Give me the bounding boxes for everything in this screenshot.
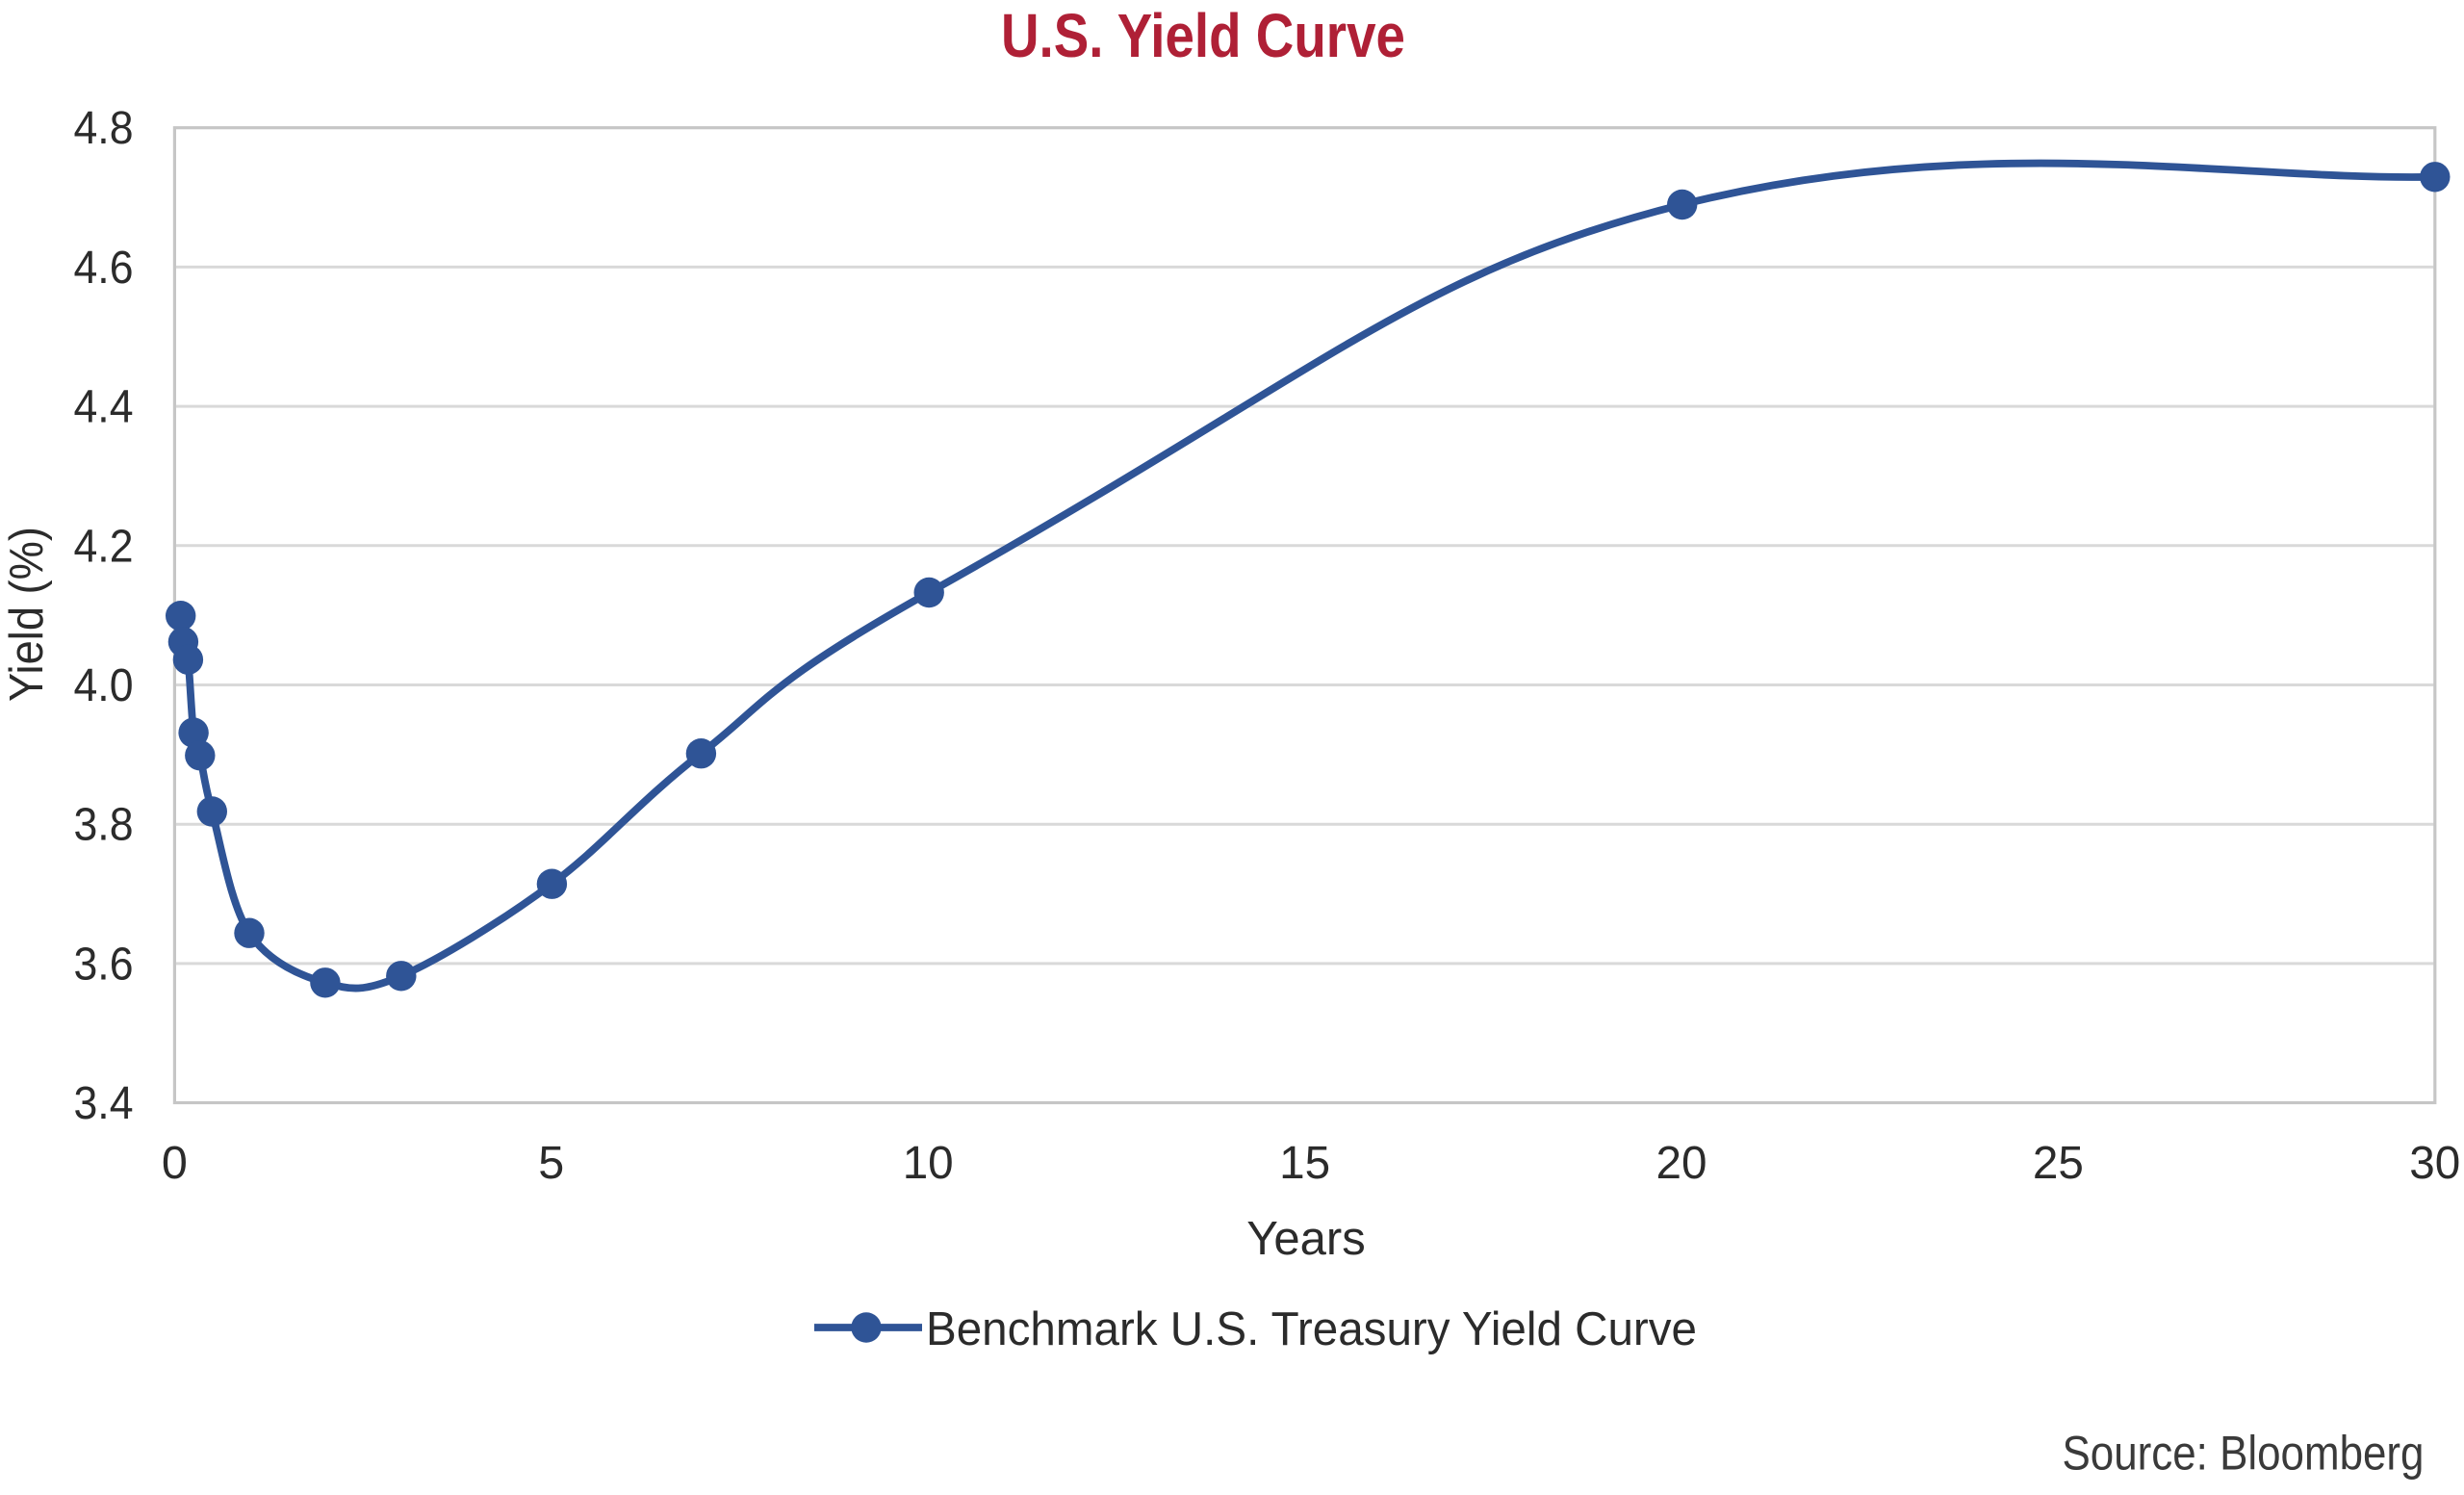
- svg-text:5: 5: [538, 1137, 564, 1189]
- svg-text:Years: Years: [1246, 1213, 1366, 1265]
- svg-text:4.6: 4.6: [74, 242, 134, 294]
- svg-text:3.4: 3.4: [74, 1077, 134, 1129]
- svg-text:4.8: 4.8: [74, 102, 134, 154]
- svg-text:3.6: 3.6: [74, 938, 134, 990]
- svg-text:U.S. Yield Curve: U.S. Yield Curve: [1001, 1, 1405, 70]
- svg-text:25: 25: [2033, 1137, 2084, 1189]
- svg-text:4.4: 4.4: [74, 381, 134, 433]
- svg-text:4.2: 4.2: [74, 520, 134, 572]
- svg-text:Yield (%): Yield (%): [1, 527, 53, 702]
- svg-text:20: 20: [1656, 1137, 1707, 1189]
- svg-text:10: 10: [903, 1137, 954, 1189]
- svg-text:15: 15: [1279, 1137, 1330, 1189]
- svg-text:3.8: 3.8: [74, 799, 134, 851]
- svg-text:4.0: 4.0: [74, 659, 134, 711]
- svg-text:30: 30: [2409, 1137, 2460, 1189]
- svg-text:Source: Bloomberg: Source: Bloomberg: [2063, 1427, 2425, 1481]
- svg-text:Benchmark U.S. Treasury Yield: Benchmark U.S. Treasury Yield Curve: [926, 1303, 1697, 1355]
- svg-text:0: 0: [162, 1137, 188, 1189]
